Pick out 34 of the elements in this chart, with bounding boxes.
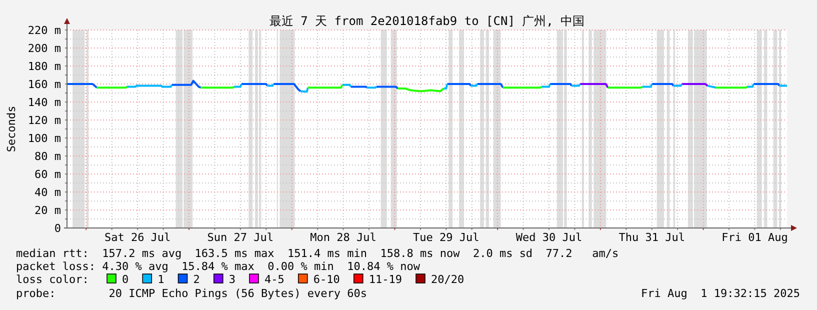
legend-label: 11-19 <box>368 273 402 286</box>
x-tick-label: Tue 29 Jul <box>413 231 480 244</box>
y-tick-label: 200 m <box>28 42 62 55</box>
legend-label: 1 <box>158 273 164 286</box>
x-tick-label: Thu 31 Jul <box>618 231 685 244</box>
y-tick-label: 80 m <box>34 150 62 163</box>
text: Fri Aug 1 19:32:15 2025 <box>641 287 800 300</box>
legend-label: 6-10 <box>313 273 340 286</box>
legend-label: 2 <box>193 273 200 286</box>
chart-title: 最近 7 天 from 2e201018fab9 to [CN] 广州, 中国 <box>269 14 585 28</box>
text: packet loss: 4.30 % avg 15.84 % max 0.00 % min 10.84 % now <box>16 260 420 273</box>
y-tick-label: 180 m <box>28 60 62 73</box>
y-axis-title: Seconds <box>5 106 18 152</box>
x-tick-label: Sat 26 Jul <box>104 231 171 244</box>
legend-label: 3 <box>228 273 236 286</box>
y-tick-label: 100 m <box>28 132 62 145</box>
y-tick-label: 60 m <box>34 168 62 181</box>
y-tick-label: 120 m <box>28 114 62 127</box>
legend-label: 4-5 <box>264 273 284 286</box>
text: median rtt: 157.2 ms avg 163.5 ms max 151.4 ms min 158.8 ms now 2.0 ms sd 77.2 am/s <box>16 247 619 260</box>
y-tick-label: 40 m <box>34 186 62 199</box>
x-tick-label: Sun 27 Jul <box>207 231 274 244</box>
legend-label: 0 <box>122 273 129 286</box>
x-tick-label: Fri 01 Aug <box>722 231 788 244</box>
x-tick-label: Wed 30 Jul <box>516 231 582 244</box>
legend-title: loss color: <box>16 273 89 286</box>
y-tick-label: 140 m <box>28 96 62 109</box>
x-tick-label: Mon 28 Jul <box>310 231 376 244</box>
y-tick-label: 220 m <box>28 24 62 37</box>
y-tick-label: 20 m <box>34 204 62 217</box>
legend-label: 20/20 <box>431 273 464 286</box>
y-tick-label: 160 m <box>28 78 62 91</box>
text: probe: 20 ICMP Echo Pings (56 Bytes) every 60s <box>16 287 367 300</box>
y-tick-label: 0 <box>54 222 61 235</box>
